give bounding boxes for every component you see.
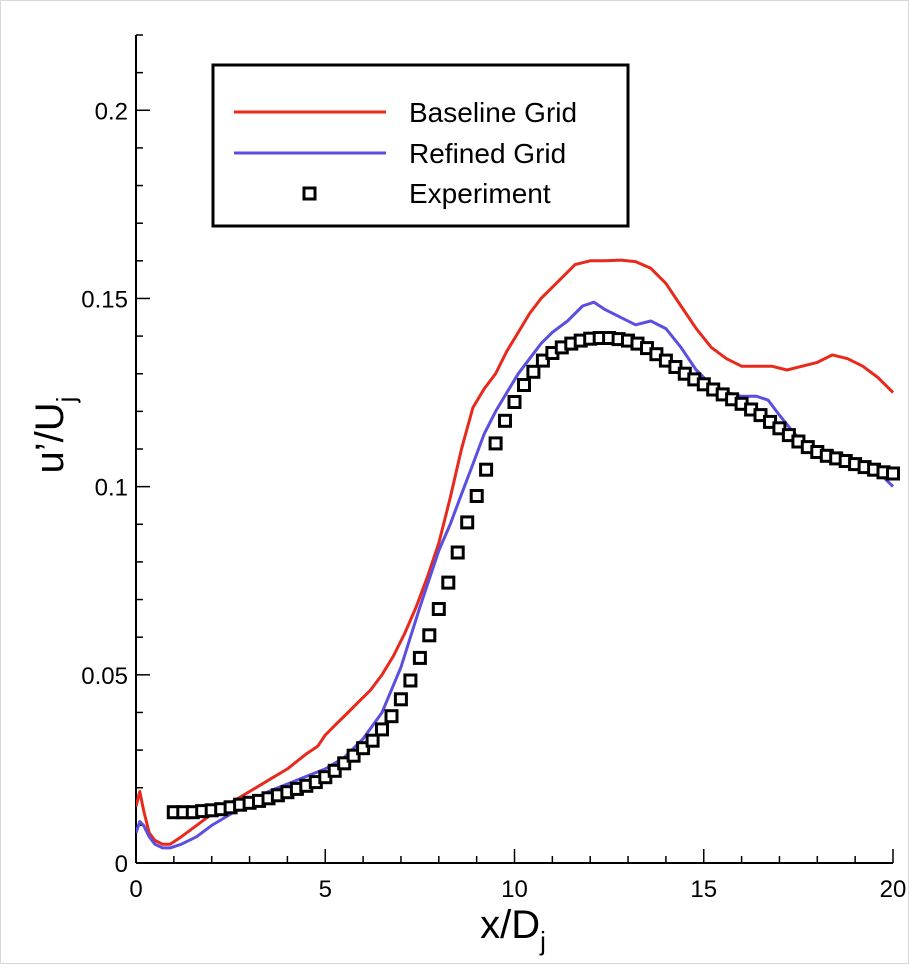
data-point-experiment	[535, 353, 550, 368]
x-axis-label-sub: j	[539, 926, 546, 956]
data-point-experiment	[412, 650, 427, 665]
x-axis-label: x/Dj	[480, 903, 546, 956]
legend-box	[211, 63, 630, 228]
data-point-experiment	[346, 748, 361, 763]
data-point-experiment	[356, 741, 371, 756]
data-point-experiment	[384, 709, 399, 724]
legend-label-baseline: Baseline Grid	[409, 97, 577, 128]
data-point-experiment	[460, 515, 475, 530]
data-point-experiment	[479, 462, 494, 477]
series-line-baseline-grid	[136, 258, 895, 846]
data-point-experiment	[327, 763, 342, 778]
data-point-experiment	[375, 722, 389, 737]
x-tick-label: 0	[129, 876, 142, 903]
x-tick-label: 20	[880, 876, 907, 903]
x-tick-label: 15	[690, 876, 717, 903]
series-markers-experiment	[166, 331, 900, 820]
data-point-experiment	[469, 489, 484, 503]
y-axis-label-sub: j	[51, 397, 81, 404]
axis-ticks: 0 5 10 15 20 0 0.05 0.1 0.15 0.2	[81, 34, 907, 903]
legend-label-experiment: Experiment	[409, 178, 551, 209]
data-point-experiment	[393, 692, 408, 707]
series-layer	[136, 258, 900, 850]
data-point-experiment	[886, 466, 900, 481]
data-point-experiment	[507, 395, 522, 409]
y-tick-label: 0.2	[95, 98, 128, 125]
data-point-experiment	[498, 413, 512, 428]
data-point-experiment	[441, 575, 456, 590]
x-tick-label: 10	[501, 876, 528, 903]
series-line-refined-grid	[136, 300, 895, 850]
data-point-experiment	[403, 673, 418, 688]
data-point-experiment	[526, 364, 541, 379]
data-point-experiment	[422, 628, 437, 643]
data-point-experiment	[337, 756, 352, 771]
data-point-experiment	[431, 602, 446, 616]
y-tick-label: 0.05	[81, 663, 128, 690]
y-tick-label: 0.1	[95, 475, 128, 502]
x-tick-label: 5	[319, 876, 332, 903]
data-point-experiment	[450, 545, 465, 560]
y-axis-label-main: u’/U	[28, 402, 72, 473]
data-point-experiment	[517, 378, 531, 392]
y-axis-label: u’/Uj	[28, 397, 81, 474]
x-axis-label-main: x/D	[480, 903, 540, 947]
legend-marker-experiment	[302, 186, 317, 201]
legend-label-refined: Refined Grid	[409, 138, 566, 169]
y-tick-label: 0	[115, 851, 128, 878]
data-point-experiment	[488, 436, 503, 451]
y-tick-label: 0.15	[81, 286, 128, 313]
legend: Baseline Grid Refined Grid Experiment	[211, 63, 630, 228]
data-point-experiment	[365, 733, 380, 748]
